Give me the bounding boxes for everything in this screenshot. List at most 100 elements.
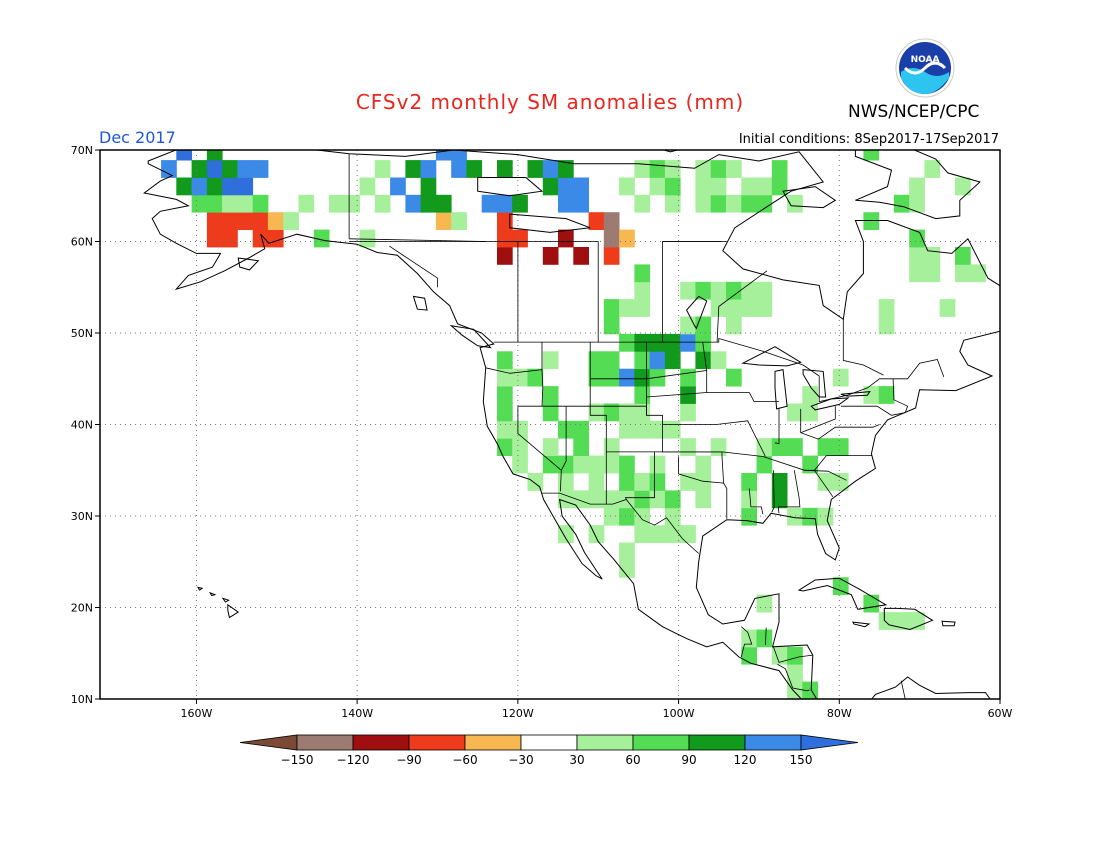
lat-tick-label: 20N	[71, 602, 93, 615]
anomaly-cell	[634, 490, 651, 509]
coastline	[142, 150, 1000, 699]
anomaly-cell	[497, 212, 513, 230]
anomaly-cell	[924, 160, 941, 178]
lake-outline	[774, 368, 788, 410]
colorbar-min-arrow	[239, 734, 298, 751]
colorbar-label: −90	[396, 753, 421, 767]
anomaly-cell	[206, 177, 223, 196]
colorbar-bin	[632, 734, 690, 751]
anomaly-cell	[558, 194, 574, 213]
anomaly-cell	[664, 194, 681, 213]
anomaly-cell	[435, 150, 452, 161]
anomaly-cell	[726, 316, 742, 335]
anomaly-cell	[771, 438, 788, 456]
anomaly-cell	[817, 507, 834, 526]
anomaly-cell	[542, 438, 559, 456]
anomaly-cell	[634, 299, 651, 317]
border-line	[517, 406, 562, 492]
anomaly-cell	[206, 150, 223, 161]
coastline	[871, 676, 991, 699]
anomaly-cell	[558, 229, 574, 248]
anomaly-cell	[497, 160, 513, 178]
anomaly-cell	[680, 473, 696, 491]
anomaly-cell	[344, 194, 360, 213]
anomaly-cell	[787, 664, 803, 682]
anomaly-cell	[695, 194, 712, 213]
anomaly-cell	[634, 420, 651, 439]
anomaly-cell	[573, 490, 589, 509]
anomaly-cell	[741, 490, 757, 509]
anomaly-cell	[435, 194, 452, 213]
anomaly-cell	[863, 150, 880, 161]
anomaly-cell	[619, 420, 635, 439]
colorbar-label: 60	[625, 753, 640, 767]
anomaly-cell	[649, 351, 666, 370]
anomaly-cell	[649, 420, 666, 439]
anomaly-cell	[680, 281, 696, 300]
colorbar-bin	[688, 734, 746, 751]
anomaly-cell	[603, 299, 620, 317]
coastline	[227, 603, 240, 619]
anomaly-cell	[603, 351, 620, 370]
coastlines	[142, 150, 1000, 699]
border-line	[517, 241, 599, 343]
anomaly-cell	[191, 160, 208, 178]
anomaly-cell	[573, 177, 589, 196]
anomaly-cell	[466, 160, 483, 178]
anomaly-cell	[664, 177, 681, 196]
anomaly-cell	[634, 194, 651, 213]
colorbar-label: 90	[681, 753, 696, 767]
border-line	[702, 342, 708, 371]
anomaly-cell	[558, 525, 574, 543]
anomaly-cell	[176, 177, 192, 196]
anomaly-cell	[497, 194, 513, 213]
anomaly-cell	[695, 455, 712, 474]
border-line	[814, 470, 834, 498]
colorbar-label: −30	[508, 753, 533, 767]
anomaly-cell	[634, 525, 651, 543]
anomaly-cell	[512, 368, 528, 387]
border-line	[840, 378, 909, 416]
anomaly-cell	[771, 473, 788, 491]
anomaly-cell	[756, 299, 773, 317]
anomaly-cell	[802, 455, 818, 474]
anomaly-cell	[909, 264, 925, 283]
anomaly-cell	[680, 525, 696, 543]
colorbar-label: 120	[734, 753, 757, 767]
anomaly-cell	[664, 490, 681, 509]
anomaly-cell	[283, 212, 299, 230]
anomaly-cell	[756, 629, 773, 648]
anomaly-cell	[695, 490, 712, 509]
anomaly-cell	[252, 229, 269, 248]
anomaly-cell	[588, 212, 605, 230]
anomaly-cell	[787, 681, 803, 699]
anomaly-cell	[634, 333, 651, 352]
border-line	[389, 245, 438, 288]
anomaly-cell	[878, 612, 895, 630]
anomaly-cell	[512, 455, 528, 474]
colorbar-label: −150	[281, 753, 314, 767]
anomaly-cell	[420, 194, 437, 213]
coastline	[941, 620, 956, 627]
lon-tick-label: 160W	[180, 707, 212, 720]
border-line	[740, 626, 753, 657]
anomaly-cell	[832, 473, 849, 491]
coastline	[412, 295, 428, 311]
colorbar-max-arrow	[800, 734, 859, 751]
anomaly-cell	[191, 177, 208, 196]
anomaly-cell	[726, 160, 742, 178]
anomaly-cell	[741, 299, 757, 317]
colorbar-label: −120	[337, 753, 370, 767]
anomaly-cell	[237, 160, 254, 178]
anomaly-cell	[603, 368, 620, 387]
anomaly-cell	[802, 507, 818, 526]
anomaly-cell	[634, 507, 651, 526]
anomaly-cell	[680, 368, 696, 387]
anomaly-cell	[603, 229, 620, 248]
anomaly-cell	[787, 403, 803, 422]
coastline	[854, 150, 981, 220]
anomaly-cell	[619, 177, 635, 196]
colorbar-bin	[744, 734, 802, 751]
anomaly-cell	[512, 420, 528, 439]
border-line	[800, 406, 836, 434]
